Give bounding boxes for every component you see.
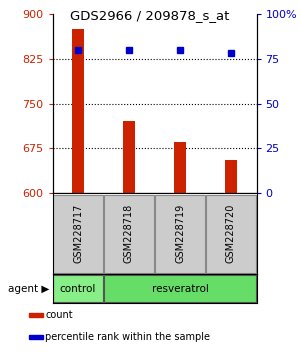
Text: control: control bbox=[60, 284, 96, 293]
Text: GSM228719: GSM228719 bbox=[175, 204, 185, 263]
Text: GSM228718: GSM228718 bbox=[124, 204, 134, 263]
Bar bbox=[53, 195, 103, 273]
Bar bbox=[72, 29, 84, 193]
Text: GDS2966 / 209878_s_at: GDS2966 / 209878_s_at bbox=[70, 9, 230, 22]
Text: percentile rank within the sample: percentile rank within the sample bbox=[45, 332, 210, 342]
Text: count: count bbox=[45, 310, 73, 320]
Bar bbox=[53, 275, 103, 302]
Bar bbox=[123, 121, 135, 193]
Bar bbox=[104, 195, 154, 273]
Text: GSM228720: GSM228720 bbox=[226, 204, 236, 263]
Bar bbox=[155, 195, 205, 273]
Bar bbox=[225, 160, 237, 193]
Bar bbox=[206, 195, 256, 273]
Bar bbox=[174, 142, 186, 193]
Text: GSM228717: GSM228717 bbox=[73, 204, 83, 263]
Text: agent ▶: agent ▶ bbox=[8, 284, 50, 293]
Text: resveratrol: resveratrol bbox=[152, 284, 208, 293]
Bar bbox=[104, 275, 256, 302]
Bar bbox=[29, 313, 43, 317]
Bar bbox=[29, 335, 43, 339]
